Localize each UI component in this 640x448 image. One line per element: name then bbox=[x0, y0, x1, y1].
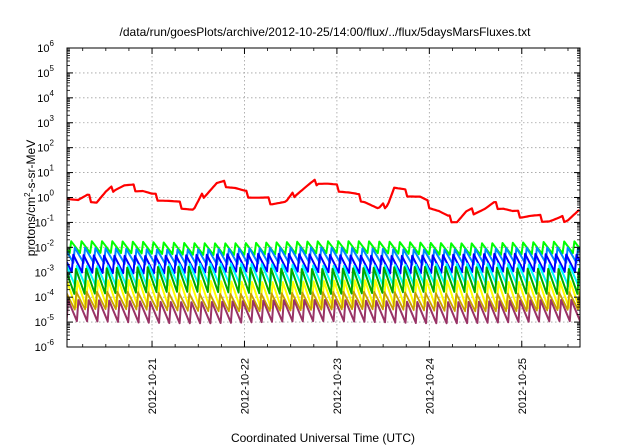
plot-series bbox=[67, 178, 580, 325]
y-tick-base: 10 bbox=[35, 242, 47, 254]
y-tick-exp: -3 bbox=[47, 263, 55, 272]
y-tick-label: 102 bbox=[37, 139, 54, 155]
y-axis-title-base: protons/cm bbox=[24, 197, 38, 256]
y-tick-base: 10 bbox=[35, 292, 47, 304]
y-tick-label: 106 bbox=[37, 39, 54, 55]
y-axis-title-exp: 2 bbox=[23, 192, 32, 197]
y-tick-base: 10 bbox=[35, 217, 47, 229]
y-tick-base: 10 bbox=[37, 93, 49, 105]
y-tick-label: 101 bbox=[37, 164, 54, 180]
y-tick-exp: 6 bbox=[50, 39, 55, 48]
y-tick-exp: -1 bbox=[47, 213, 55, 222]
y-axis-title-rest: -s-sr-MeV bbox=[24, 140, 38, 193]
y-tick-exp: 2 bbox=[50, 139, 55, 148]
y-tick-label: 100 bbox=[37, 189, 54, 205]
y-tick-exp: -2 bbox=[47, 238, 55, 247]
chart-title: /data/run/goesPlots/archive/2012-10-25/1… bbox=[120, 25, 532, 39]
x-tick-label: 2012-10-22 bbox=[239, 358, 251, 414]
y-tick-label: 104 bbox=[37, 89, 54, 105]
y-tick-exp: -6 bbox=[47, 338, 55, 347]
y-tick-label: 10-5 bbox=[35, 313, 55, 329]
x-tick-label: 2012-10-23 bbox=[332, 358, 344, 414]
y-tick-base: 10 bbox=[35, 267, 47, 279]
x-axis-ticks: 2012-10-21 2012-10-22 2012-10-23 2012-10-24… bbox=[82, 48, 569, 414]
y-tick-label: 10-3 bbox=[35, 263, 55, 279]
y-tick-exp: 5 bbox=[50, 64, 55, 73]
y-tick-base: 10 bbox=[37, 193, 49, 205]
y-tick-base: 10 bbox=[35, 342, 47, 354]
y-tick-exp: -4 bbox=[47, 288, 55, 297]
y-tick-base: 10 bbox=[35, 317, 47, 329]
y-tick-base: 10 bbox=[37, 43, 49, 55]
y-tick-label: 10-4 bbox=[35, 288, 55, 304]
series-line-5 bbox=[67, 265, 580, 295]
y-tick-exp: 3 bbox=[50, 114, 55, 123]
y-tick-exp: 4 bbox=[50, 89, 55, 98]
y-tick-base: 10 bbox=[37, 68, 49, 80]
series-line-8 bbox=[67, 299, 580, 325]
y-axis-ticks: 10-610-510-410-310-210-11001011021031041… bbox=[35, 39, 580, 354]
x-tick-label: 2012-10-21 bbox=[147, 358, 159, 414]
y-tick-base: 10 bbox=[37, 143, 49, 155]
y-tick-exp: 1 bbox=[50, 164, 55, 173]
y-tick-label: 10-2 bbox=[35, 238, 55, 254]
series-line-0 bbox=[67, 178, 580, 224]
series-line-3 bbox=[67, 252, 580, 275]
y-tick-label: 103 bbox=[37, 114, 54, 130]
x-axis-title: Coordinated Universal Time (UTC) bbox=[231, 431, 415, 445]
y-tick-label: 105 bbox=[37, 64, 54, 80]
y-axis-title: protons/cm2-s-sr-MeV bbox=[23, 140, 38, 256]
y-tick-exp: 0 bbox=[50, 189, 55, 198]
y-tick-base: 10 bbox=[37, 118, 49, 130]
y-tick-label: 10-1 bbox=[35, 213, 55, 229]
y-tick-exp: -5 bbox=[47, 313, 55, 322]
x-tick-label: 2012-10-25 bbox=[517, 358, 529, 414]
x-tick-label: 2012-10-24 bbox=[424, 358, 436, 414]
series-line-7 bbox=[67, 290, 580, 313]
y-tick-base: 10 bbox=[37, 168, 49, 180]
y-tick-label: 10-6 bbox=[35, 338, 55, 354]
